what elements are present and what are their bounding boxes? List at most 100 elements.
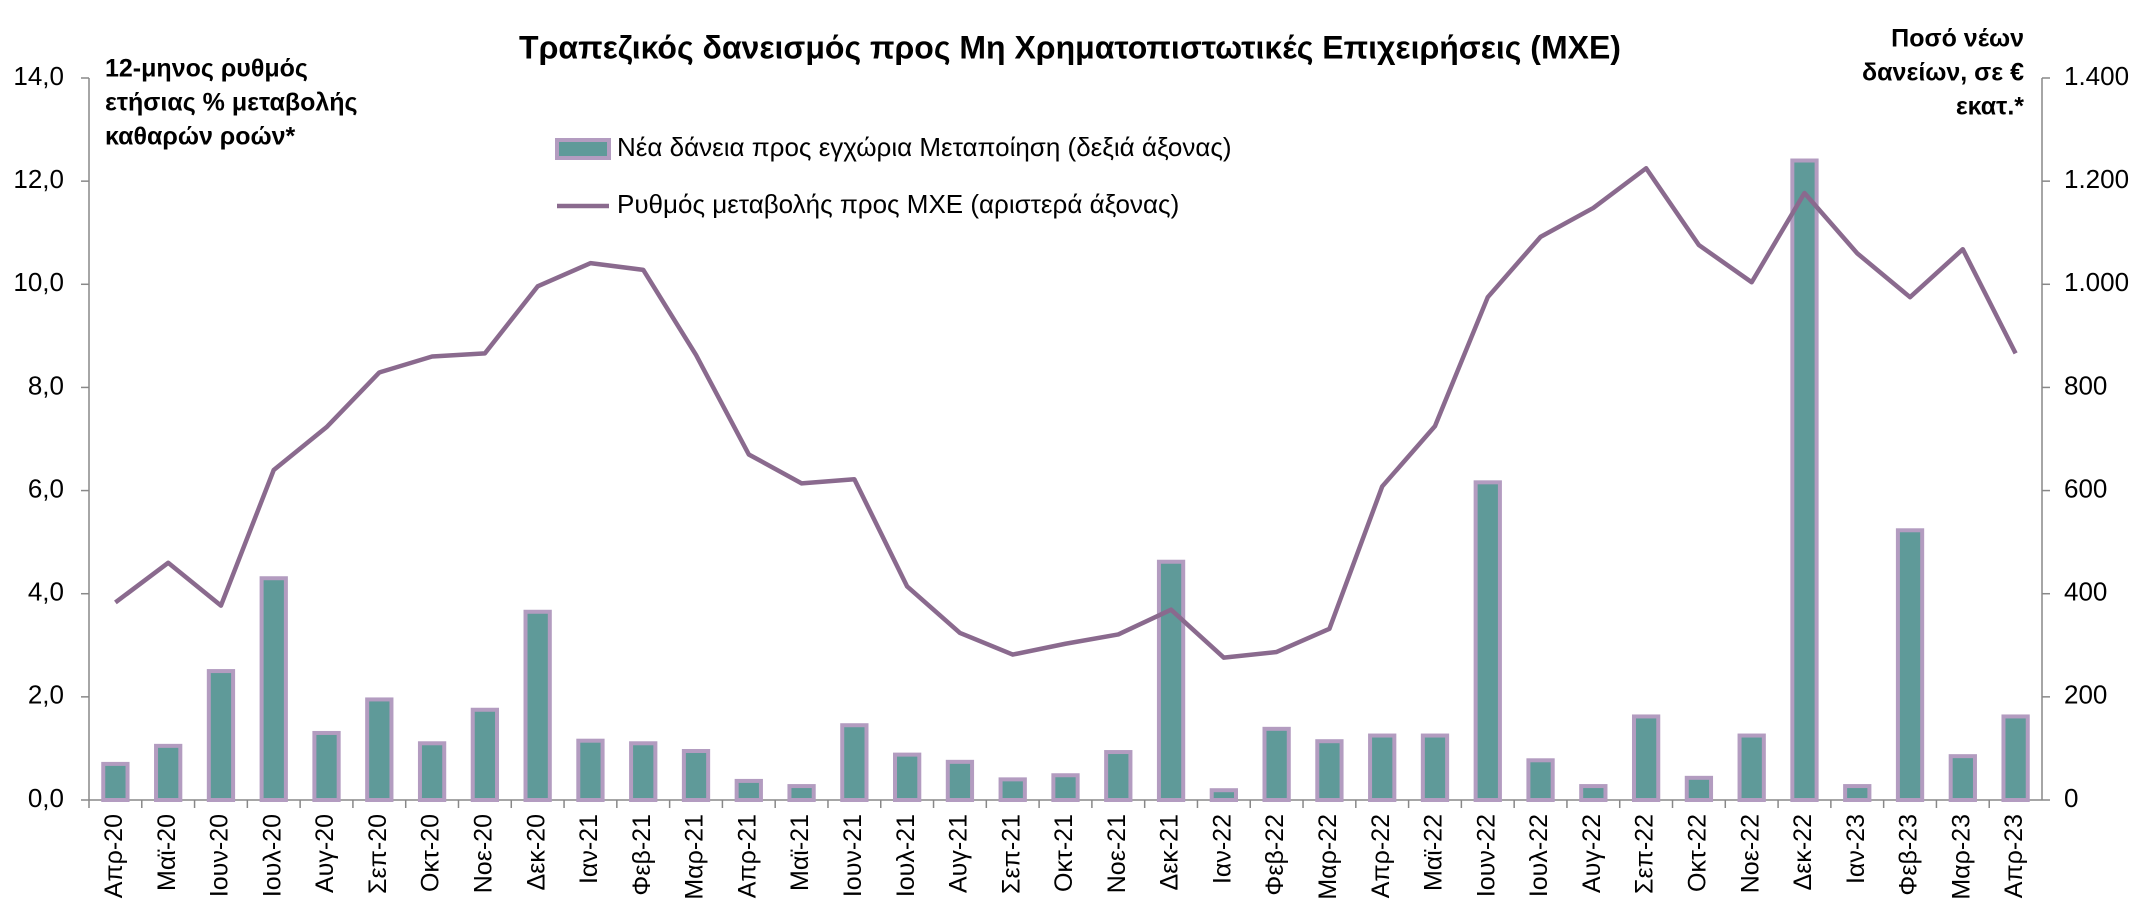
legend-label: Ρυθμός μεταβολής προς ΜΧΕ (αριστερά άξον… — [617, 189, 1179, 219]
bar — [523, 609, 552, 802]
x-tick-label: Μαρ-21 — [681, 814, 709, 900]
y-tick-label: 6,0 — [28, 473, 64, 503]
x-tick-label: Οκτ-22 — [1684, 814, 1712, 892]
x-tick-label: Ιουν-20 — [206, 814, 234, 897]
bar — [312, 730, 341, 803]
line — [114, 166, 2018, 660]
x-tick-label: Απρ-21 — [733, 814, 761, 898]
bar — [576, 738, 605, 803]
bar — [365, 697, 394, 803]
y2-tick-label: 1.200 — [2064, 164, 2129, 194]
y2-tick-label: 200 — [2064, 680, 2107, 710]
y2-tick-label: 1.000 — [2064, 267, 2129, 297]
y-tick-label: 4,0 — [28, 577, 64, 607]
bar — [1368, 733, 1397, 802]
bar — [734, 778, 763, 803]
chart-title: Τραπεζικός δανεισμός προς Μη Χρηματοπιστ… — [519, 29, 1621, 65]
x-tick-label: Ιαν-23 — [1842, 814, 1870, 884]
x-tick-label: Δεκ-22 — [1789, 814, 1817, 890]
x-tick-label: Νοε-22 — [1736, 814, 1764, 893]
x-tick-label: Φεβ-23 — [1895, 814, 1923, 896]
x-tick-label: Μαϊ-21 — [786, 814, 814, 891]
y-axis-label: ετήσιας % μεταβολής — [105, 89, 358, 117]
y2-axis-label: εκατ.* — [1956, 93, 2024, 121]
x-tick-label: Οκτ-21 — [1050, 814, 1078, 892]
bar — [206, 669, 236, 802]
x-tick-label: Μαρ-22 — [1314, 814, 1342, 900]
y-tick-label: 2,0 — [28, 680, 64, 710]
y2-tick-label: 0 — [2064, 783, 2078, 813]
x-tick-label: Αυγ-21 — [945, 814, 973, 893]
bar — [1209, 788, 1238, 802]
bar — [1526, 758, 1555, 802]
bar — [1948, 754, 1977, 803]
bar — [1104, 750, 1133, 803]
bar — [1790, 158, 1819, 802]
y-tick-label: 8,0 — [28, 370, 64, 400]
y-tick-label: 10,0 — [13, 267, 64, 297]
x-tick-label: Μαϊ-20 — [153, 814, 181, 891]
x-tick-label: Φεβ-22 — [1261, 814, 1289, 896]
y2-axis-label: δανείων, σε € — [1862, 59, 2024, 87]
x-tick-label: Ιουν-22 — [1472, 814, 1500, 897]
y2-tick-label: 600 — [2064, 473, 2107, 503]
bar — [154, 743, 183, 802]
x-tick-label: Οκτ-20 — [417, 814, 445, 892]
y-tick-label: 14,0 — [13, 61, 64, 91]
x-tick-label: Απρ-22 — [1367, 814, 1395, 898]
x-tick-label: Ιαν-22 — [1208, 814, 1236, 884]
x-tick-label: Σεπ-20 — [364, 814, 392, 894]
bar — [1895, 528, 1925, 802]
bar — [1473, 480, 1502, 802]
bar — [1156, 559, 1186, 802]
bar — [998, 777, 1027, 802]
x-tick-label: Μαϊ-22 — [1420, 814, 1448, 891]
y2-tick-label: 800 — [2064, 370, 2107, 400]
x-tick-label: Απρ-23 — [2000, 814, 2028, 898]
bar — [1579, 784, 1608, 803]
bar — [417, 741, 447, 802]
x-tick-label: Απρ-20 — [100, 814, 128, 898]
bar — [1737, 733, 1766, 802]
x-tick-label: Φεβ-21 — [628, 814, 656, 896]
bar — [681, 749, 711, 802]
y-tick-label: 0,0 — [28, 783, 64, 813]
y2-tick-label: 400 — [2064, 577, 2107, 607]
bar — [1420, 733, 1450, 802]
bar — [945, 759, 975, 803]
x-tick-label: Ιαν-21 — [575, 814, 603, 884]
y2-axis-label: Ποσό νέων — [1891, 25, 2024, 53]
bar — [470, 707, 500, 802]
bar — [893, 752, 922, 802]
y-tick-label: 12,0 — [13, 164, 64, 194]
x-tick-label: Δεκ-20 — [522, 814, 550, 890]
legend-swatch — [555, 138, 611, 160]
x-tick-label: Δεκ-21 — [1156, 814, 1184, 890]
bar — [840, 723, 869, 803]
bar — [1843, 784, 1872, 803]
bar — [259, 576, 288, 802]
bar — [1262, 726, 1291, 802]
x-tick-label: Ιουλ-20 — [258, 814, 286, 897]
bar — [1315, 739, 1344, 802]
bar — [1684, 775, 1714, 802]
x-tick-label: Σεπ-21 — [997, 814, 1025, 894]
y2-tick-label: 1.400 — [2064, 61, 2129, 91]
x-tick-label: Αυγ-22 — [1578, 814, 1606, 893]
bar — [787, 784, 816, 803]
legend-label: Νέα δάνεια προς εγχώρια Μεταποίηση (δεξι… — [617, 132, 1232, 162]
bar — [1631, 714, 1661, 802]
x-tick-label: Νοε-20 — [469, 814, 497, 893]
y-axis-label: καθαρών ροών* — [105, 123, 296, 151]
y-axis-label: 12-μηνος ρυθμός — [105, 55, 308, 83]
x-tick-label: Νοε-21 — [1103, 814, 1131, 893]
x-tick-label: Ιουλ-21 — [892, 814, 920, 897]
x-tick-label: Μαρ-23 — [1947, 814, 1975, 900]
x-tick-label: Αυγ-20 — [311, 814, 339, 893]
bar — [2001, 714, 2030, 802]
x-tick-label: Ιουλ-22 — [1525, 814, 1553, 897]
x-tick-label: Ιουν-21 — [839, 814, 867, 897]
bar — [629, 741, 658, 802]
bar — [1051, 773, 1080, 803]
